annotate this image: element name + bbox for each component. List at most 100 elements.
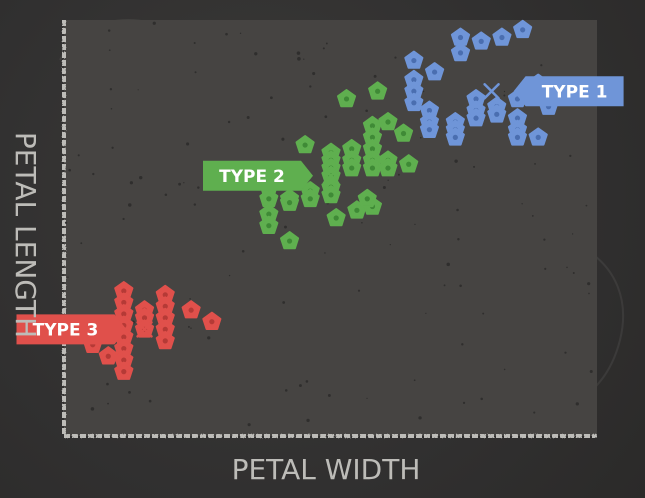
speckle: [282, 301, 286, 304]
speckle: [357, 289, 361, 292]
point-center: [473, 115, 479, 121]
speckle: [80, 242, 83, 245]
data-point: [300, 188, 320, 208]
point-center: [375, 88, 381, 94]
point-center: [494, 111, 500, 117]
data-point: [114, 361, 134, 380]
data-point: [419, 119, 439, 138]
speckle: [387, 179, 389, 182]
point-center: [364, 196, 370, 202]
point-center: [349, 146, 355, 152]
series-callouts: TYPE 1 TYPE 2 TYPE 3: [16, 76, 624, 345]
data-point: [155, 330, 175, 350]
data-point: [295, 135, 315, 154]
point-center: [349, 165, 355, 171]
speckle: [110, 107, 113, 110]
speckle: [129, 181, 133, 185]
point-center: [452, 134, 458, 140]
speckle: [254, 52, 258, 56]
speckle: [90, 407, 95, 411]
speckle: [284, 389, 288, 392]
point-center: [162, 303, 168, 309]
speckle: [569, 154, 572, 157]
speckle: [306, 418, 310, 423]
point-center: [457, 50, 464, 56]
speckle: [108, 49, 111, 51]
point-center: [162, 326, 168, 332]
point-center: [478, 38, 484, 44]
speckle: [543, 238, 546, 241]
speckle: [297, 57, 301, 61]
speckle: [414, 223, 416, 226]
point-center: [369, 123, 376, 129]
speckle: [178, 182, 182, 186]
speckle: [193, 41, 196, 45]
point-center: [473, 96, 479, 102]
data-point: [394, 123, 414, 142]
speckle: [186, 142, 190, 146]
speckle: [269, 96, 273, 100]
point-center: [354, 207, 360, 213]
speckle: [589, 370, 593, 374]
data-point: [487, 104, 507, 123]
point-center: [432, 69, 438, 75]
callout-label: TYPE 1: [542, 82, 608, 102]
point-center: [121, 357, 127, 363]
point-center: [520, 27, 526, 33]
speckle: [361, 221, 363, 224]
speckle: [418, 416, 422, 420]
centroid-marker: [322, 167, 340, 185]
point-center: [426, 107, 433, 114]
speckle: [312, 71, 316, 76]
speckle: [247, 423, 251, 427]
point-center: [302, 142, 308, 148]
centroid-marker: [136, 321, 153, 338]
speckle: [503, 94, 506, 97]
data-point: [202, 311, 222, 330]
speckle: [446, 262, 450, 267]
point-center: [369, 165, 376, 171]
data-point: [259, 215, 279, 234]
data-point: [337, 89, 357, 108]
point-center: [121, 288, 127, 294]
chalk-speckles: [64, 21, 593, 427]
data-point: [326, 208, 346, 227]
speckle: [585, 204, 588, 207]
speckle: [575, 402, 579, 406]
speckle: [128, 203, 132, 207]
speckle: [239, 32, 242, 35]
speckle: [227, 120, 231, 124]
point-center: [121, 334, 127, 340]
point-center: [400, 130, 407, 137]
speckle: [189, 298, 191, 300]
speckle: [397, 173, 400, 176]
callout-type-2: TYPE 2: [203, 160, 313, 191]
x-axis-title: PETAL WIDTH: [232, 453, 421, 486]
point-center: [121, 369, 127, 375]
point-center: [307, 196, 313, 202]
point-center: [514, 115, 521, 121]
speckle: [572, 271, 575, 274]
point-center: [141, 315, 148, 321]
speckle: [425, 312, 427, 314]
point-center: [162, 315, 168, 321]
point-center: [121, 311, 127, 317]
data-point: [466, 108, 486, 127]
point-center: [426, 127, 433, 133]
speckle: [587, 282, 591, 286]
centroid-markers: [136, 83, 500, 338]
callout-arrow: [16, 314, 127, 345]
data-point: [280, 231, 300, 250]
speckle: [564, 351, 567, 354]
data-point: [492, 27, 512, 46]
speckle: [137, 89, 139, 91]
point-center: [188, 307, 194, 313]
data-point: [342, 158, 362, 177]
y-axis-title: PETAL LENGTH: [9, 132, 42, 338]
point-center: [385, 119, 391, 125]
speckle: [164, 193, 168, 196]
point-center: [266, 196, 272, 202]
point-center: [286, 238, 293, 244]
